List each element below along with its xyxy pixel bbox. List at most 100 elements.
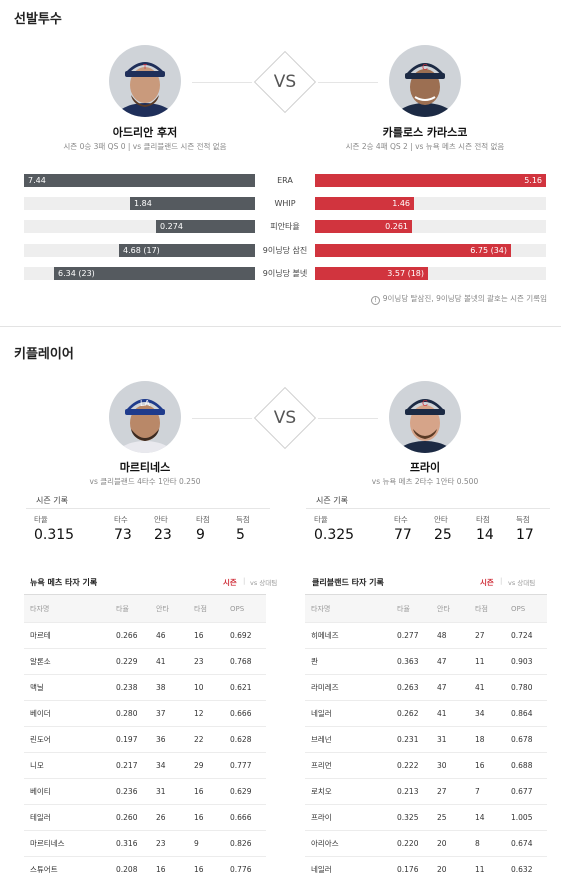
- table-row[interactable]: 라미레즈 0.263 47 41 0.780: [305, 674, 547, 700]
- table-row[interactable]: 프리먼 0.222 30 16 0.688: [305, 752, 547, 778]
- batter-name[interactable]: 테일러: [30, 813, 51, 822]
- column-header[interactable]: 안타: [437, 605, 450, 613]
- column-header[interactable]: 타점: [194, 605, 207, 613]
- right-key-player-name[interactable]: 프라이: [409, 461, 441, 474]
- left-key-player-name[interactable]: 마르티네스: [119, 461, 171, 474]
- table-cell: 0.262: [397, 709, 419, 718]
- batter-name[interactable]: 라미레즈: [311, 683, 339, 692]
- batter-name[interactable]: 마르테: [30, 631, 51, 640]
- table-cell: 20: [437, 865, 447, 874]
- table-cell: 9: [194, 839, 199, 848]
- right-tab-vs[interactable]: vs 상대팀: [508, 579, 536, 587]
- right-tab-season[interactable]: 시즌: [480, 578, 494, 587]
- left-tab-vs[interactable]: vs 상대팀: [250, 579, 278, 587]
- table-row[interactable]: 스튜어트 0.208 16 16 0.776: [24, 856, 266, 882]
- right-season-title: 시즌 기록: [316, 496, 348, 505]
- table-cell: 0.325: [397, 813, 419, 822]
- column-header[interactable]: 안타: [156, 605, 169, 613]
- table-cell: 34: [156, 761, 166, 770]
- table-cell: 16: [194, 813, 204, 822]
- table-row[interactable]: 베이티 0.236 31 16 0.629: [24, 778, 266, 804]
- left-season-record: 타율 0.315 타수 73 안타 23 타점 9 득점 5: [26, 508, 270, 546]
- batter-name[interactable]: 린도어: [30, 735, 51, 744]
- table-header: 타자명 타율 안타 타점 OPS: [305, 594, 547, 622]
- column-header[interactable]: 타율: [116, 605, 129, 613]
- batter-name[interactable]: 베이더: [30, 709, 51, 718]
- season-stat-label: 타점: [196, 515, 210, 524]
- batter-name[interactable]: 프라이: [311, 813, 332, 822]
- table-cell: 23: [156, 839, 166, 848]
- batter-name[interactable]: 마르티네스: [30, 839, 65, 848]
- batter-name[interactable]: 알론소: [30, 657, 51, 666]
- right-bar-0: 5.16: [315, 174, 546, 187]
- table-cell: 0.724: [511, 631, 533, 640]
- right-pitcher-name[interactable]: 카를로스 카라스코: [382, 126, 468, 139]
- batter-name[interactable]: 아리아스: [311, 839, 339, 848]
- batter-name[interactable]: 니모: [30, 761, 44, 770]
- table-row[interactable]: 프라이 0.325 25 14 1.005: [305, 804, 547, 830]
- table-row[interactable]: 니모 0.217 34 29 0.777: [24, 752, 266, 778]
- table-cell: 0.688: [511, 761, 533, 770]
- vs-line-left: [192, 82, 252, 83]
- column-header[interactable]: 타자명: [311, 605, 331, 613]
- batter-name[interactable]: 히메네즈: [311, 631, 339, 640]
- table-row[interactable]: 네일러 0.262 41 34 0.864: [305, 700, 547, 726]
- batter-name[interactable]: 프리먼: [311, 761, 332, 770]
- right-bar-2: 0.261: [315, 220, 412, 233]
- left-pitcher-name[interactable]: 아드리안 후저: [112, 126, 178, 139]
- batter-name[interactable]: 브레넌: [311, 735, 332, 744]
- season-stat: 타율 0.315: [34, 514, 74, 543]
- batter-name[interactable]: 스튜어트: [30, 865, 58, 874]
- table-row[interactable]: 로치오 0.213 27 7 0.677: [305, 778, 547, 804]
- vs-label: VS: [273, 72, 297, 92]
- batter-name[interactable]: 네일러: [311, 865, 332, 874]
- table-row[interactable]: 브레넌 0.231 31 18 0.678: [305, 726, 547, 752]
- table-cell: 0.678: [511, 735, 533, 744]
- stat-label-2: 피안타율: [270, 222, 300, 231]
- table-row[interactable]: 콴 0.363 47 11 0.903: [305, 648, 547, 674]
- batter-name[interactable]: 네일러: [311, 709, 332, 718]
- table-row[interactable]: 맥닐 0.238 38 10 0.621: [24, 674, 266, 700]
- table-cell: 0.316: [116, 839, 138, 848]
- table-row[interactable]: 네일러 0.176 20 11 0.632: [305, 856, 547, 882]
- left-tab-season[interactable]: 시즌: [223, 578, 237, 587]
- table-row[interactable]: 마르테 0.266 46 16 0.692: [24, 622, 266, 648]
- table-row[interactable]: 테일러 0.260 26 16 0.666: [24, 804, 266, 830]
- table-cell: 14: [475, 813, 485, 822]
- batter-name[interactable]: 콴: [311, 657, 318, 666]
- table-row[interactable]: 베이더 0.280 37 12 0.666: [24, 700, 266, 726]
- left-pitcher-avatar[interactable]: T: [109, 45, 181, 117]
- right-pitcher-avatar[interactable]: C: [389, 45, 461, 117]
- left-bar-0: 7.44: [24, 174, 255, 187]
- table-cell: 0.222: [397, 761, 419, 770]
- season-stat-value: 0.325: [314, 527, 355, 543]
- stat-label-0: ERA: [277, 176, 293, 185]
- table-cell: 16: [194, 865, 204, 874]
- column-header[interactable]: OPS: [511, 605, 526, 613]
- column-header[interactable]: OPS: [230, 605, 245, 613]
- table-row[interactable]: 히메네즈 0.277 48 27 0.724: [305, 622, 547, 648]
- right-key-player-avatar[interactable]: C: [389, 381, 461, 453]
- table-cell: 8: [475, 839, 480, 848]
- left-bar-1: 1.84: [130, 197, 255, 210]
- table-cell: 0.666: [230, 813, 252, 822]
- table-cell: 11: [475, 865, 485, 874]
- batter-name[interactable]: 맥닐: [30, 683, 44, 692]
- table-row[interactable]: 아리아스 0.220 20 8 0.674: [305, 830, 547, 856]
- table-row[interactable]: 린도어 0.197 36 22 0.628: [24, 726, 266, 752]
- right-bar-4: 3.57 (18): [315, 267, 428, 280]
- batter-name[interactable]: 로치오: [311, 787, 332, 796]
- column-header[interactable]: 타율: [397, 605, 410, 613]
- batter-name[interactable]: 베이티: [30, 787, 51, 796]
- column-header[interactable]: 타자명: [30, 605, 50, 613]
- table-cell: 0.260: [116, 813, 138, 822]
- table-cell: 0.213: [397, 787, 419, 796]
- left-bar-3: 4.68 (17): [119, 244, 255, 257]
- column-header[interactable]: 타점: [475, 605, 488, 613]
- season-stat-value: 5: [236, 527, 245, 543]
- table-cell: 41: [437, 709, 447, 718]
- table-row[interactable]: 마르티네스 0.316 23 9 0.826: [24, 830, 266, 856]
- left-key-player-avatar[interactable]: LA: [109, 381, 181, 453]
- table-cell: 0.903: [511, 657, 533, 666]
- table-row[interactable]: 알론소 0.229 41 23 0.768: [24, 648, 266, 674]
